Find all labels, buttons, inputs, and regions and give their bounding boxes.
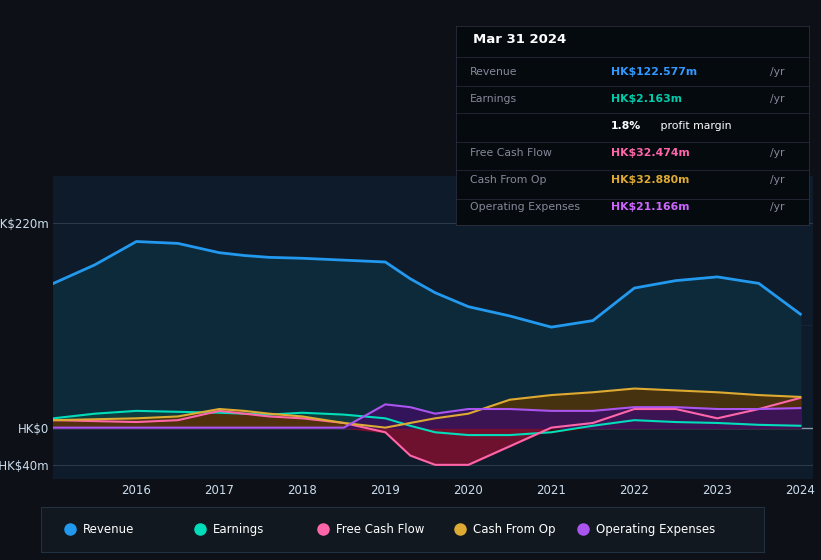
Text: Revenue: Revenue	[83, 522, 135, 536]
Text: /yr: /yr	[770, 202, 784, 212]
Text: HK$21.166m: HK$21.166m	[611, 202, 690, 212]
Text: Mar 31 2024: Mar 31 2024	[474, 32, 566, 46]
Text: Earnings: Earnings	[213, 522, 264, 536]
Text: Cash From Op: Cash From Op	[470, 175, 546, 185]
Text: profit margin: profit margin	[657, 121, 732, 130]
Text: Operating Expenses: Operating Expenses	[596, 522, 715, 536]
Text: /yr: /yr	[770, 175, 784, 185]
Text: Revenue: Revenue	[470, 67, 517, 77]
Text: /yr: /yr	[770, 94, 784, 104]
Text: /yr: /yr	[770, 67, 784, 77]
Text: HK$32.880m: HK$32.880m	[611, 175, 690, 185]
Text: Operating Expenses: Operating Expenses	[470, 202, 580, 212]
Text: Free Cash Flow: Free Cash Flow	[470, 147, 552, 157]
Text: HK$32.474m: HK$32.474m	[611, 147, 690, 157]
Text: /yr: /yr	[770, 147, 784, 157]
Text: Earnings: Earnings	[470, 94, 517, 104]
Text: 1.8%: 1.8%	[611, 121, 641, 130]
Text: Cash From Op: Cash From Op	[473, 522, 556, 536]
Text: HK$122.577m: HK$122.577m	[611, 67, 697, 77]
Text: Free Cash Flow: Free Cash Flow	[336, 522, 424, 536]
Text: HK$2.163m: HK$2.163m	[611, 94, 682, 104]
